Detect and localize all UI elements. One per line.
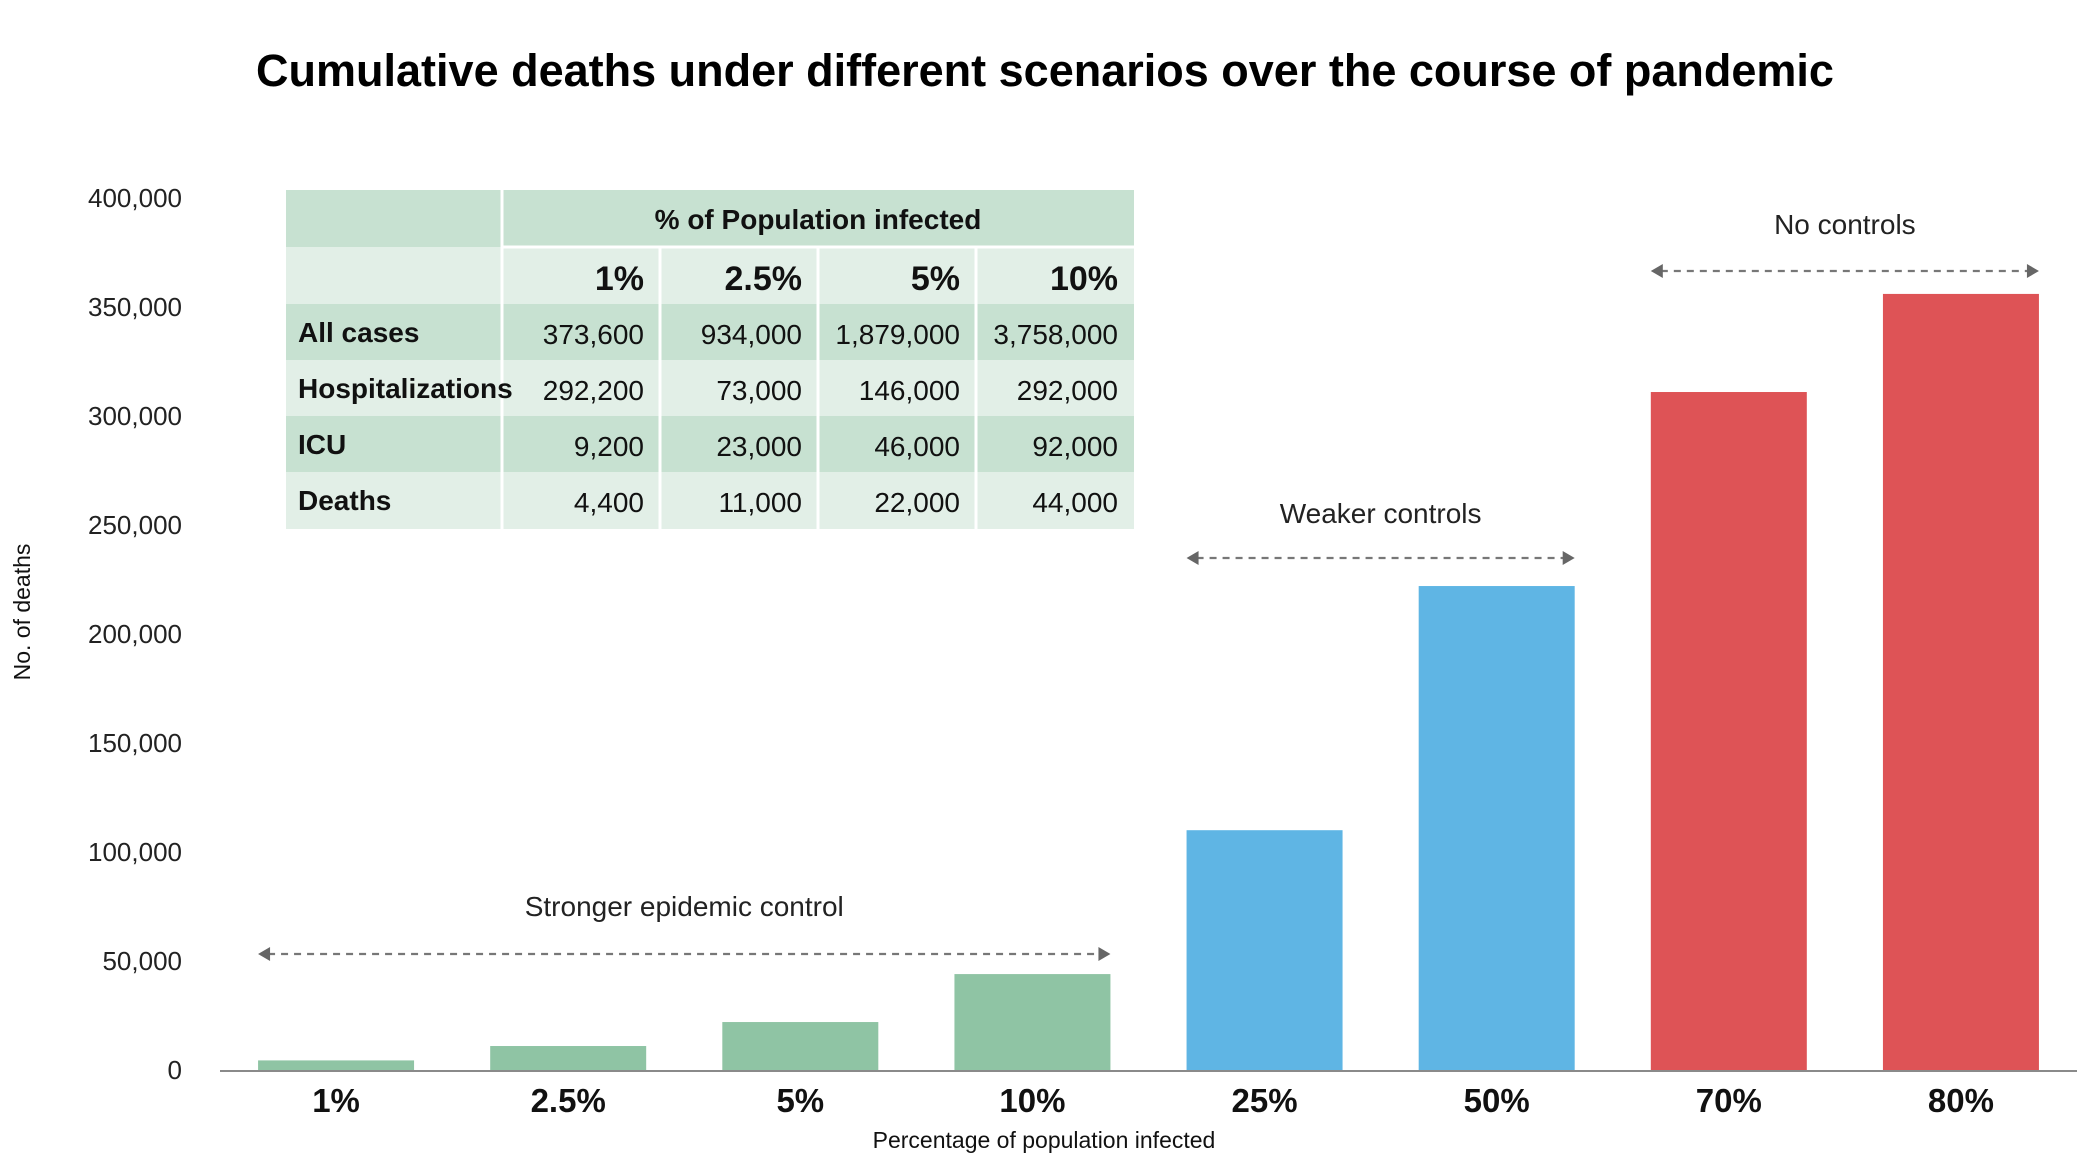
annotations: Stronger epidemic control Weaker controls… xyxy=(258,209,2039,961)
table-cell: 3,758,000 xyxy=(993,319,1118,350)
table-cell: 23,000 xyxy=(716,431,802,462)
table-row-label: ICU xyxy=(298,429,346,460)
y-tick-label: 150,000 xyxy=(88,728,182,758)
table-cell: 373,600 xyxy=(543,319,644,350)
table-cell: 73,000 xyxy=(716,375,802,406)
table-cell: 22,000 xyxy=(874,487,960,518)
y-tick-label: 400,000 xyxy=(88,183,182,213)
y-tick-label: 250,000 xyxy=(88,510,182,540)
inset-table: % of Population infected 1% 2.5% 5% 10% All c… xyxy=(286,190,1134,529)
table-column-header: 2.5% xyxy=(725,260,803,298)
y-tick-label: 300,000 xyxy=(88,401,182,431)
table-cell: 4,400 xyxy=(574,487,644,518)
table-cell: 934,000 xyxy=(701,319,802,350)
y-axis-title: No. of deaths xyxy=(9,544,35,681)
bar xyxy=(258,1060,415,1070)
x-tick-label: 2.5% xyxy=(531,1082,606,1119)
table-cell: 146,000 xyxy=(859,375,960,406)
table-row-bg xyxy=(286,416,1134,472)
bar xyxy=(722,1022,879,1070)
y-tick-label: 100,000 xyxy=(88,837,182,867)
arrowhead-left xyxy=(258,947,271,961)
table-cell: 92,000 xyxy=(1032,431,1118,462)
table-row-bg xyxy=(286,472,1134,529)
bar xyxy=(1186,830,1343,1070)
annotation-label: Weaker controls xyxy=(1280,498,1482,529)
arrowhead-left xyxy=(1186,551,1199,565)
x-tick-label: 5% xyxy=(776,1082,824,1119)
y-tick-label: 0 xyxy=(168,1055,182,1085)
table-cell: 1,879,000 xyxy=(835,319,960,350)
x-tick-label: 80% xyxy=(1928,1082,1994,1119)
bars xyxy=(258,293,2039,1070)
table-row-label: Hospitalizations xyxy=(298,373,513,404)
y-tick-label: 50,000 xyxy=(102,946,182,976)
bar xyxy=(1882,293,2039,1070)
table-row-bg xyxy=(286,360,1134,416)
arrowhead-right xyxy=(2026,264,2039,278)
x-tick-label: 70% xyxy=(1696,1082,1762,1119)
y-axis: 0 50,000 100,000 150,000 200,000 250,000 300,0… xyxy=(88,183,182,1085)
annotation-label: No controls xyxy=(1774,209,1916,240)
table-cell: 9,200 xyxy=(574,431,644,462)
table-column-header: 10% xyxy=(1050,260,1118,298)
bar xyxy=(954,974,1111,1070)
table-column-header: 5% xyxy=(911,260,960,298)
table-row-bg xyxy=(286,304,1134,360)
y-tick-label: 200,000 xyxy=(88,619,182,649)
table-cell: 44,000 xyxy=(1032,487,1118,518)
chart-title: Cumulative deaths under different scenar… xyxy=(256,45,1834,96)
arrowhead-right xyxy=(1098,947,1111,961)
table-cell: 292,000 xyxy=(1017,375,1118,406)
table-column-header: 1% xyxy=(595,260,644,298)
bar xyxy=(1418,586,1575,1070)
table-cell: 292,200 xyxy=(543,375,644,406)
table-row-label: Deaths xyxy=(298,485,391,516)
arrowhead-left xyxy=(1650,264,1663,278)
bar xyxy=(1650,392,1807,1070)
bar xyxy=(490,1046,647,1070)
y-tick-label: 350,000 xyxy=(88,292,182,322)
table-row-bg xyxy=(286,247,1134,304)
arrowhead-right xyxy=(1562,551,1575,565)
annotation-label: Stronger epidemic control xyxy=(525,891,844,922)
x-axis: 1% 2.5% 5% 10% 25% 50% 70% 80% xyxy=(220,1070,2077,1119)
x-tick-label: 25% xyxy=(1232,1082,1298,1119)
table-cell: 46,000 xyxy=(874,431,960,462)
table-cell: 11,000 xyxy=(718,487,802,518)
table-header: % of Population infected xyxy=(655,204,982,235)
x-axis-title: Percentage of population infected xyxy=(873,1127,1216,1153)
table-row-bg xyxy=(286,190,1134,247)
x-tick-label: 1% xyxy=(312,1082,360,1119)
table-row-label: All cases xyxy=(298,317,419,348)
x-tick-label: 10% xyxy=(999,1082,1065,1119)
x-tick-label: 50% xyxy=(1464,1082,1530,1119)
